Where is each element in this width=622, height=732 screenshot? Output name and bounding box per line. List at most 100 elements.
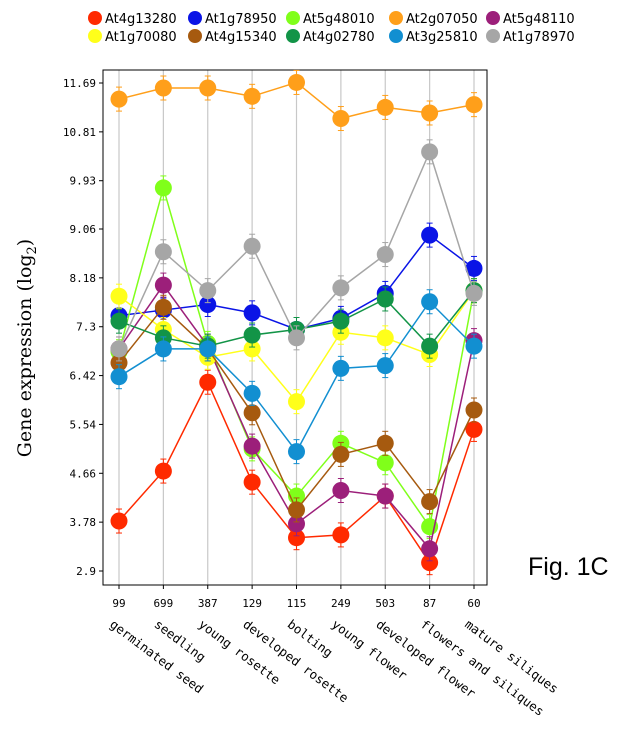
data-point: [377, 329, 394, 346]
data-point: [332, 482, 349, 499]
data-point: [421, 540, 438, 557]
legend-item: At4g02780: [286, 29, 375, 45]
x-tick-label: 87: [423, 597, 436, 610]
data-point: [332, 313, 349, 330]
legend-swatch: [88, 11, 102, 25]
data-point: [466, 96, 483, 113]
figure-label: Fig. 1C: [528, 553, 609, 581]
data-point: [288, 443, 305, 460]
data-point: [111, 313, 128, 330]
legend-item: At1g78970: [486, 29, 575, 45]
legend-label: At1g78950: [205, 12, 277, 27]
data-point: [421, 338, 438, 355]
data-point: [421, 227, 438, 244]
legend-item: At4g15340: [188, 29, 277, 45]
data-point: [332, 446, 349, 463]
y-tick-label: 7.3: [76, 321, 96, 334]
y-tick-label: 11.69: [63, 77, 96, 90]
data-point: [421, 143, 438, 160]
data-point: [288, 74, 305, 91]
y-tick-label: 9.93: [70, 175, 97, 188]
legend-swatch: [389, 11, 403, 25]
legend: At4g13280 At1g78950 At5g48010 At2g07050 At5g…: [88, 11, 575, 45]
x-tick-label: 387: [198, 597, 218, 610]
legend-label: At5g48110: [503, 12, 575, 27]
data-point: [111, 513, 128, 530]
data-point: [244, 304, 261, 321]
legend-label: At3g25810: [406, 30, 478, 45]
legend-label: At4g02780: [303, 30, 375, 45]
data-point: [332, 526, 349, 543]
x-axis-ticks: 99 699 387 129 115 249 503 87 60: [112, 585, 480, 610]
x-tick-label: 249: [331, 597, 351, 610]
data-point: [332, 279, 349, 296]
legend-label: At1g78970: [503, 30, 575, 45]
category-label: young flower: [329, 616, 411, 683]
data-point: [466, 401, 483, 418]
legend-swatch: [188, 11, 202, 25]
data-point: [199, 79, 216, 96]
data-point: [155, 179, 172, 196]
y-tick-label: 10.81: [63, 126, 96, 139]
legend-label: At1g70080: [105, 30, 177, 45]
legend-swatch: [486, 11, 500, 25]
data-point: [244, 327, 261, 344]
legend-item: At2g07050: [389, 11, 478, 27]
legend-swatch: [286, 29, 300, 43]
x-tick-label: 115: [287, 597, 307, 610]
legend-swatch: [389, 29, 403, 43]
data-point: [466, 285, 483, 302]
data-point: [288, 329, 305, 346]
data-point: [199, 282, 216, 299]
data-point: [466, 338, 483, 355]
legend-label: At4g13280: [105, 12, 177, 27]
data-point: [244, 438, 261, 455]
y-tick-label: 3.78: [70, 516, 97, 529]
y-axis-ticks: 2.9 3.78 4.66 5.54 6.42 7.3 8.18 9.06 9.93 10.81 1…: [63, 77, 103, 578]
legend-item: At1g70080: [88, 29, 177, 45]
data-point: [421, 293, 438, 310]
data-point: [199, 340, 216, 357]
x-tick-label: 699: [153, 597, 173, 610]
y-tick-label: 8.18: [70, 272, 97, 285]
data-point: [377, 454, 394, 471]
data-point: [244, 474, 261, 491]
data-point: [111, 91, 128, 108]
legend-swatch: [486, 29, 500, 43]
legend-swatch: [88, 29, 102, 43]
y-tick-label: 9.06: [70, 223, 97, 236]
y-axis-label: Gene expression (log2): [14, 239, 40, 457]
data-point: [155, 277, 172, 294]
x-tick-label: 60: [467, 597, 480, 610]
legend-swatch: [188, 29, 202, 43]
data-point: [377, 435, 394, 452]
data-point: [155, 463, 172, 480]
data-point: [332, 360, 349, 377]
data-point: [377, 246, 394, 263]
y-tick-label: 6.42: [70, 370, 97, 383]
data-point: [155, 299, 172, 316]
legend-item: At3g25810: [389, 29, 478, 45]
data-point: [111, 368, 128, 385]
data-point: [111, 340, 128, 357]
data-point: [377, 488, 394, 505]
data-point: [332, 110, 349, 127]
data-point: [377, 357, 394, 374]
legend-label: At5g48010: [303, 12, 375, 27]
y-tick-label: 5.54: [70, 418, 97, 431]
legend-label: At4g15340: [205, 30, 277, 45]
data-point: [244, 88, 261, 105]
legend-label: At2g07050: [406, 12, 478, 27]
y-tick-label: 2.9: [76, 565, 96, 578]
data-point: [155, 79, 172, 96]
data-point: [244, 404, 261, 421]
data-point: [155, 243, 172, 260]
legend-item: At1g78950: [188, 11, 277, 27]
x-tick-label: 503: [375, 597, 395, 610]
data-point: [199, 374, 216, 391]
data-point: [155, 340, 172, 357]
data-point: [244, 238, 261, 255]
legend-swatch: [286, 11, 300, 25]
